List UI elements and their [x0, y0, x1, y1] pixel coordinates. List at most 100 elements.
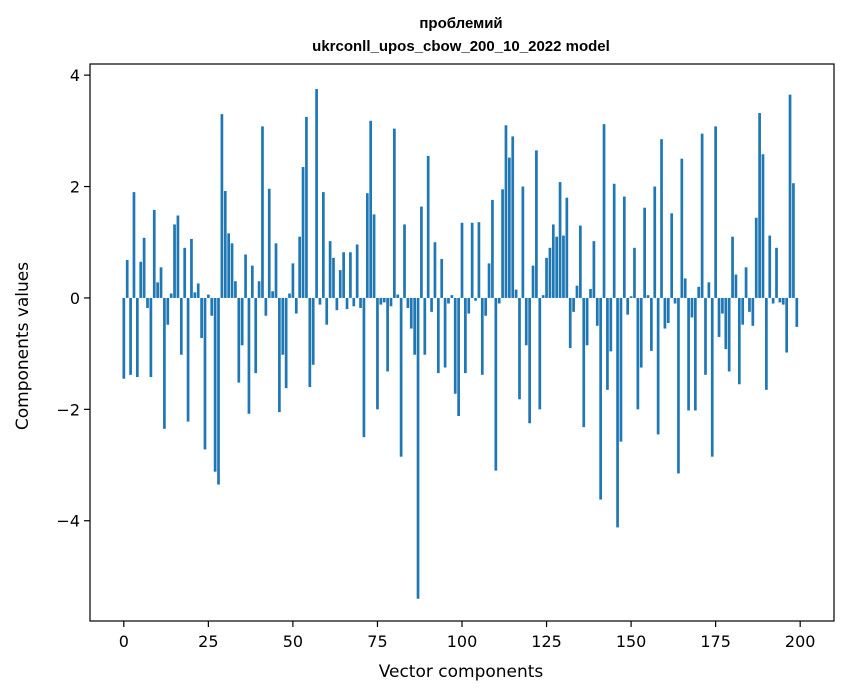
bar-component-111 — [497, 297, 501, 304]
bar-component-15 — [173, 224, 176, 298]
bar-component-155 — [646, 295, 650, 298]
bar-component-54 — [305, 116, 308, 298]
bar-component-148 — [622, 196, 626, 298]
bar-component-21 — [193, 292, 197, 298]
bar-component-53 — [301, 167, 305, 298]
bar-component-88 — [420, 206, 423, 298]
bar-component-93 — [436, 297, 440, 374]
x-axis-ticks: 0 25 50 75 100 125 150 175 200 — [119, 621, 815, 651]
bar-component-118 — [521, 186, 525, 298]
bar-component-120 — [528, 297, 531, 424]
bar-component-65 — [342, 252, 345, 298]
bar-component-64 — [338, 270, 342, 298]
bar-component-57 — [315, 89, 318, 298]
x-tick-label: 0 — [119, 632, 129, 651]
bar-component-80 — [393, 128, 396, 298]
bars-group — [122, 89, 799, 599]
bar-component-8 — [149, 297, 153, 378]
bar-component-123 — [538, 297, 542, 410]
x-tick-label: 50 — [283, 632, 303, 651]
bar-component-77 — [382, 297, 386, 303]
bar-component-160 — [663, 297, 667, 329]
bar-component-87 — [416, 297, 420, 599]
bar-component-72 — [365, 193, 369, 298]
bar-component-3 — [132, 192, 136, 298]
bar-component-173 — [707, 282, 711, 298]
bar-component-2 — [129, 297, 132, 375]
bar-component-30 — [223, 191, 227, 298]
bar-component-96 — [447, 297, 450, 304]
bar-component-144 — [609, 297, 613, 352]
bar-component-176 — [717, 297, 721, 337]
bar-component-105 — [477, 222, 481, 298]
bar-component-147 — [619, 297, 623, 442]
bar-component-59 — [321, 192, 325, 298]
bar-component-162 — [670, 213, 674, 298]
bar-component-134 — [575, 285, 579, 298]
bar-component-197 — [788, 94, 792, 298]
bar-component-169 — [693, 297, 697, 411]
bar-component-74 — [372, 214, 376, 298]
bar-component-10 — [156, 282, 159, 298]
bar-component-131 — [565, 197, 569, 298]
bar-component-168 — [690, 297, 694, 318]
bar-component-48 — [284, 297, 288, 389]
bar-component-18 — [183, 247, 187, 298]
bar-component-1 — [125, 260, 129, 298]
bar-component-6 — [142, 237, 146, 298]
y-tick-label: 4 — [70, 66, 80, 85]
bar-component-36 — [244, 254, 247, 298]
bar-component-16 — [176, 215, 180, 298]
bar-component-50 — [291, 263, 295, 298]
bar-component-186 — [751, 297, 755, 326]
bar-component-97 — [450, 295, 454, 298]
bar-component-39 — [254, 297, 258, 374]
bar-component-146 — [616, 297, 619, 528]
bar-component-170 — [697, 286, 701, 298]
bar-component-119 — [524, 297, 528, 346]
y-tick-label: 2 — [70, 178, 80, 197]
bar-component-152 — [636, 297, 640, 410]
bar-component-132 — [568, 297, 572, 349]
y-tick-label: −2 — [56, 400, 80, 419]
bar-component-76 — [379, 297, 383, 305]
bar-component-78 — [386, 297, 389, 372]
x-tick-label: 25 — [198, 632, 218, 651]
bar-component-109 — [491, 199, 494, 298]
bar-component-31 — [227, 233, 231, 298]
bar-component-35 — [240, 297, 244, 346]
bar-component-136 — [582, 297, 586, 428]
bar-component-55 — [308, 297, 312, 388]
bar-component-178 — [724, 297, 728, 350]
y-axis-ticks: −4 −2 0 2 4 — [56, 66, 90, 531]
bar-component-124 — [541, 295, 545, 298]
bar-component-140 — [595, 297, 599, 326]
bar-component-99 — [457, 297, 460, 417]
bar-component-103 — [470, 222, 474, 298]
bar-component-196 — [785, 297, 789, 353]
plot-frame — [89, 63, 835, 622]
bar-component-45 — [274, 243, 278, 298]
bar-component-42 — [264, 297, 268, 316]
bar-component-9 — [152, 209, 156, 298]
bar-component-5 — [139, 261, 143, 298]
bar-component-116 — [514, 289, 518, 298]
bar-component-19 — [186, 297, 190, 422]
bar-component-82 — [399, 297, 403, 457]
bar-component-40 — [257, 281, 261, 298]
bar-component-37 — [247, 297, 251, 414]
bar-component-150 — [629, 296, 633, 298]
bar-component-22 — [196, 283, 200, 298]
bar-component-84 — [406, 297, 410, 308]
bar-component-13 — [166, 297, 170, 325]
bar-component-184 — [744, 267, 748, 298]
bar-component-11 — [159, 267, 163, 298]
bar-component-68 — [352, 297, 356, 307]
x-tick-label: 175 — [700, 632, 731, 651]
bar-component-106 — [480, 297, 484, 375]
bar-component-60 — [325, 297, 329, 325]
bar-component-58 — [318, 297, 322, 305]
bar-component-157 — [653, 186, 657, 298]
bar-component-38 — [250, 265, 254, 298]
bar-component-198 — [792, 183, 795, 298]
